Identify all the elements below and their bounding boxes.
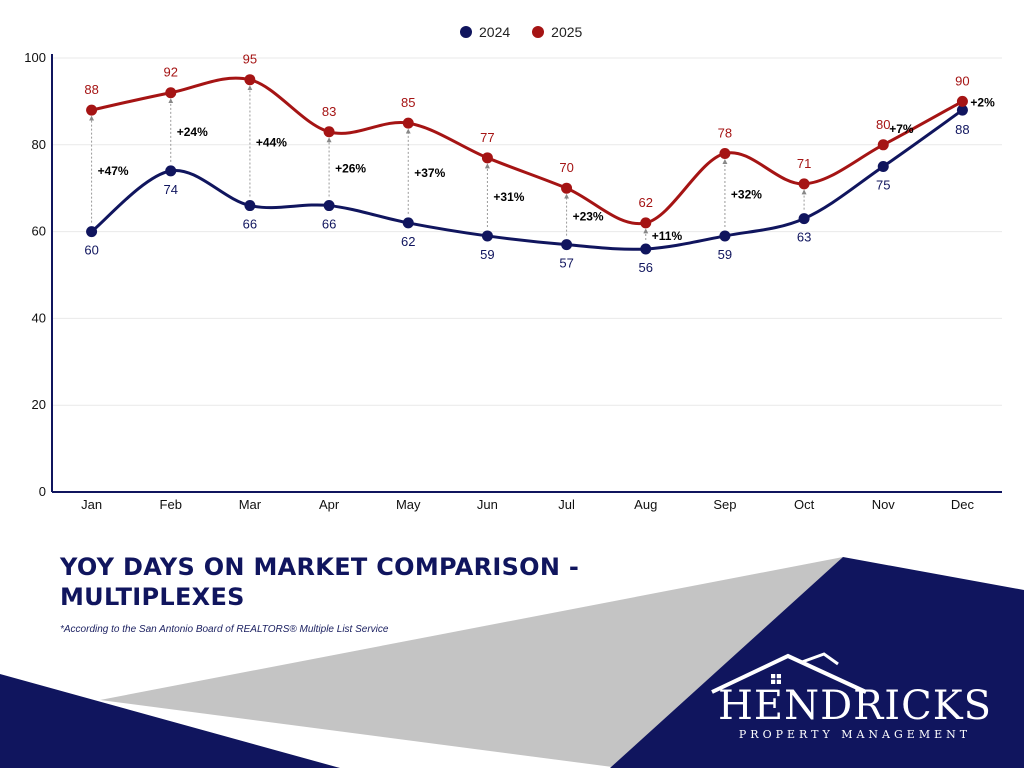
legend-marker-2025 <box>532 26 545 38</box>
data-point-2024 <box>798 213 810 225</box>
chart-legend: 2024 2025 <box>460 24 582 40</box>
data-point-2024 <box>402 217 414 229</box>
change-label: +2% <box>970 95 995 109</box>
x-tick-label: May <box>396 497 421 512</box>
legend-marker-2024 <box>460 26 472 38</box>
change-label: +31% <box>493 190 524 204</box>
change-label: +26% <box>335 162 366 176</box>
x-tick-label: Apr <box>319 497 340 512</box>
data-label-2024: 66 <box>322 217 336 232</box>
data-point-2025 <box>165 87 177 99</box>
data-point-2025 <box>244 74 256 86</box>
data-label-2025: 92 <box>164 65 178 80</box>
data-point-2025 <box>323 126 335 138</box>
chart-title: YOY DAYS ON MARKET COMPARISON - MULTIPLE… <box>60 552 660 612</box>
change-label: +7% <box>889 122 914 136</box>
legend-label-2025: 2025 <box>551 24 583 40</box>
x-tick-label: Feb <box>160 497 182 512</box>
data-label-2024: 75 <box>876 178 890 193</box>
data-label-2025: 95 <box>243 52 257 67</box>
change-label: +11% <box>652 229 683 243</box>
data-label-2024: 62 <box>401 234 415 249</box>
data-point-2024 <box>719 230 731 242</box>
source-footnote: *According to the San Antonio Board of R… <box>60 624 389 635</box>
data-label-2025: 71 <box>797 156 811 171</box>
x-tick-label: Mar <box>239 497 262 512</box>
data-point-2024 <box>165 165 177 177</box>
data-label-2025: 78 <box>718 125 732 140</box>
data-label-2025: 77 <box>480 130 494 145</box>
change-label: +44% <box>256 136 287 150</box>
x-tick-label: Jul <box>558 497 575 512</box>
data-point-2024 <box>640 243 652 255</box>
data-label-2024: 56 <box>639 260 653 275</box>
x-tick-label: Jan <box>81 497 102 512</box>
data-label-2024: 59 <box>718 247 732 262</box>
gray-band <box>100 557 843 768</box>
data-label-2024: 74 <box>164 182 178 197</box>
data-label-2024: 57 <box>559 256 573 271</box>
data-label-2024: 88 <box>955 122 969 137</box>
y-tick-label: 20 <box>32 397 46 412</box>
house-roof-icon <box>711 652 867 694</box>
data-label-2024: 63 <box>797 230 811 245</box>
data-point-2024 <box>323 200 335 212</box>
data-point-2025 <box>86 104 98 116</box>
data-label-2025: 90 <box>955 73 969 88</box>
data-point-2025 <box>719 147 731 159</box>
data-point-2025 <box>877 139 889 151</box>
data-label-2025: 70 <box>559 160 573 175</box>
data-point-2024 <box>956 104 968 116</box>
y-tick-label: 40 <box>32 310 46 325</box>
data-point-2024 <box>86 226 98 238</box>
data-label-2024: 66 <box>243 217 257 232</box>
data-label-2025: 80 <box>876 117 890 132</box>
chart-title-line-2: MULTIPLEXES <box>60 583 245 611</box>
data-point-2025 <box>561 182 573 194</box>
y-tick-label: 80 <box>32 137 46 152</box>
change-label: +47% <box>98 164 129 178</box>
change-label: +24% <box>177 125 208 139</box>
x-tick-label: Sep <box>713 497 736 512</box>
legend-label-2024: 2024 <box>479 24 511 40</box>
company-logo: HENDRICKS PROPERTY MANAGEMENT <box>700 652 1010 752</box>
change-label: +37% <box>414 166 445 180</box>
y-tick-label: 60 <box>32 224 46 239</box>
data-point-2025 <box>798 178 810 190</box>
logo-tagline: PROPERTY MANAGEMENT <box>738 728 972 741</box>
data-point-2025 <box>402 117 414 129</box>
data-point-2025 <box>481 152 493 164</box>
data-label-2025: 83 <box>322 104 336 119</box>
y-tick-label: 100 <box>24 50 46 65</box>
data-point-2024 <box>561 239 573 251</box>
data-label-2024: 60 <box>84 243 98 258</box>
legend-item-2025: 2025 <box>532 24 582 40</box>
chart-title-line-1: YOY DAYS ON MARKET COMPARISON - <box>60 553 580 581</box>
data-label-2025: 62 <box>639 195 653 210</box>
x-tick-label: Nov <box>872 497 896 512</box>
legend-item-2024: 2024 <box>460 24 510 40</box>
y-tick-label: 0 <box>39 484 46 499</box>
navy-band-left <box>0 674 340 768</box>
x-tick-label: Jun <box>477 497 498 512</box>
x-tick-label: Dec <box>951 497 975 512</box>
x-tick-label: Oct <box>794 497 815 512</box>
navy-band-right <box>610 557 1024 768</box>
data-point-2024 <box>877 161 889 172</box>
line-chart: 0 20 40 60 80 100 Jan Feb Mar Apr May Jun Jul Aug Sep O… <box>24 50 1002 512</box>
data-point-2024 <box>481 230 493 242</box>
series-line-2024 <box>90 108 964 251</box>
change-label: +23% <box>573 209 604 223</box>
data-point-2025 <box>640 217 652 229</box>
data-point-2024 <box>244 200 256 212</box>
data-label-2025: 88 <box>84 82 98 97</box>
data-label-2024: 59 <box>480 247 494 262</box>
logo-wordmark: HENDRICKS <box>718 683 992 729</box>
x-tick-label: Aug <box>634 497 657 512</box>
data-label-2025: 85 <box>401 95 415 110</box>
data-point-2025 <box>956 95 968 107</box>
change-label: +32% <box>731 188 762 202</box>
